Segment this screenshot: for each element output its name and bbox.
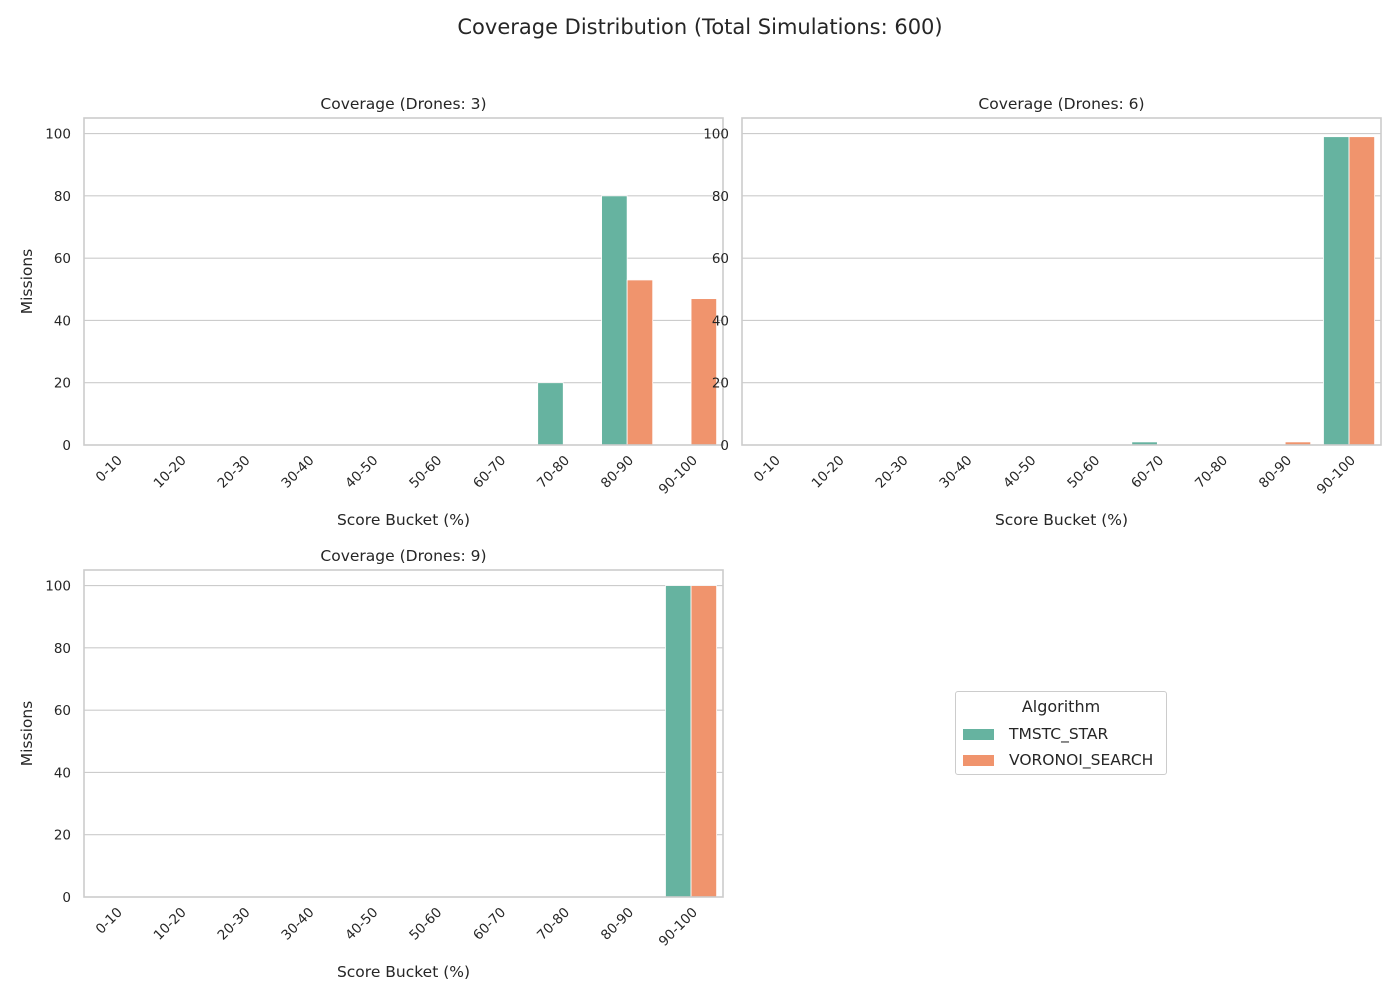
- x-tick-label: 60-70: [470, 453, 509, 492]
- y-tick-label: 60: [54, 251, 71, 267]
- y-tick-label: 100: [703, 127, 729, 143]
- y-tick-label: 100: [45, 579, 71, 595]
- legend-entry-tmstc-star: TMSTC_STAR: [963, 723, 1108, 745]
- y-tick-label: 40: [54, 765, 71, 781]
- x-tick-label: 10-20: [151, 905, 190, 944]
- x-tick-label: 10-20: [809, 453, 848, 492]
- x-tick-label: 20-30: [873, 453, 912, 492]
- x-tick-label: 0-10: [751, 453, 784, 486]
- x-tick-label: 40-50: [1000, 453, 1039, 492]
- legend-entry-voronoi-search: VORONOI_SEARCH: [963, 749, 1153, 771]
- x-tick-label: 50-60: [406, 453, 445, 492]
- y-tick-label: 20: [54, 376, 71, 392]
- y-axis-label: Missions: [18, 701, 36, 767]
- chart-panel-2: 0 20 40 60 80 100 0-10 10-20 20-30 30-40 40-50 50-6…: [703, 95, 1382, 529]
- x-tick-label: 30-40: [278, 453, 317, 492]
- y-tick-label: 0: [62, 438, 71, 454]
- bar-voronoi-search-80-90: [626, 279, 654, 446]
- legend: Algorithm TMSTC_STAR VORONOI_SEARCH: [955, 691, 1167, 775]
- x-tick-label: 80-90: [1256, 453, 1295, 492]
- axes-frame: [83, 117, 724, 446]
- y-tick-label: 40: [712, 313, 729, 329]
- chart-panel-3: 0 20 40 60 80 100 0-10 10-20 20-30 30-40 40-50 50-6…: [18, 547, 724, 981]
- bar-voronoi-search-90-100: [1348, 136, 1376, 446]
- x-tick-label: 80-90: [598, 905, 637, 944]
- y-tick-label: 60: [712, 251, 729, 267]
- x-tick-label: 30-40: [278, 905, 317, 944]
- y-axis-label: Missions: [18, 249, 36, 315]
- axes-frame: [741, 117, 1382, 446]
- y-tick-label: 80: [712, 189, 729, 205]
- y-tick-label: 0: [720, 438, 729, 454]
- y-tick-label: 100: [45, 127, 71, 143]
- legend-label-tmstc-star: TMSTC_STAR: [1009, 725, 1109, 743]
- y-tick-label: 20: [54, 828, 71, 844]
- axes-frame: [83, 569, 724, 898]
- x-tick-label: 30-40: [936, 453, 975, 492]
- x-axis-label: Score Bucket (%): [995, 511, 1128, 529]
- panel-title: Coverage (Drones: 6): [978, 95, 1144, 113]
- x-axis-label: Score Bucket (%): [337, 963, 470, 981]
- y-tick-label: 80: [54, 189, 71, 205]
- x-tick-label: 90-100: [656, 905, 701, 950]
- bar-tmstc-star-80-90: [601, 195, 628, 446]
- x-tick-label: 70-80: [534, 905, 573, 944]
- y-tick-label: 60: [54, 703, 71, 719]
- legend-swatch-tmstc-star: [963, 728, 994, 740]
- x-tick-label: 60-70: [470, 905, 509, 944]
- legend-title: Algorithm: [1021, 697, 1101, 716]
- bar-voronoi-search-90-100: [690, 298, 718, 446]
- x-tick-label: 60-70: [1128, 453, 1167, 492]
- x-tick-label: 20-30: [215, 905, 254, 944]
- y-tick-label: 80: [54, 641, 71, 657]
- bar-tmstc-star-90-100: [1323, 136, 1350, 446]
- chart-panel-1: 0 20 40 60 80 100 0-10 10-20 20-30 30-40 40-50 50-6…: [18, 95, 724, 529]
- x-tick-label: 50-60: [1064, 453, 1103, 492]
- x-tick-label: 20-30: [215, 453, 254, 492]
- x-tick-label: 10-20: [151, 453, 190, 492]
- bar-voronoi-search-90-100: [690, 585, 718, 898]
- x-tick-label: 90-100: [1314, 453, 1359, 498]
- bar-tmstc-star-70-80: [537, 382, 564, 446]
- x-tick-label: 40-50: [342, 453, 381, 492]
- legend-label-voronoi-search: VORONOI_SEARCH: [1009, 751, 1154, 769]
- legend-swatch-voronoi-search: [963, 754, 994, 766]
- x-tick-label: 70-80: [1192, 453, 1231, 492]
- y-tick-label: 20: [712, 376, 729, 392]
- panel-title: Coverage (Drones: 9): [320, 547, 486, 565]
- x-axis-label: Score Bucket (%): [337, 511, 470, 529]
- x-tick-label: 70-80: [534, 453, 573, 492]
- x-tick-label: 50-60: [406, 905, 445, 944]
- x-tick-label: 80-90: [598, 453, 637, 492]
- x-tick-label: 40-50: [342, 905, 381, 944]
- bar-tmstc-star-90-100: [665, 585, 692, 898]
- y-tick-label: 0: [62, 890, 71, 906]
- x-tick-label: 0-10: [93, 453, 126, 486]
- y-tick-label: 40: [54, 313, 71, 329]
- figure-title: Coverage Distribution (Total Simulations…: [457, 15, 943, 39]
- x-tick-label: 90-100: [656, 453, 701, 498]
- panel-title: Coverage (Drones: 3): [320, 95, 486, 113]
- x-tick-label: 0-10: [93, 905, 126, 938]
